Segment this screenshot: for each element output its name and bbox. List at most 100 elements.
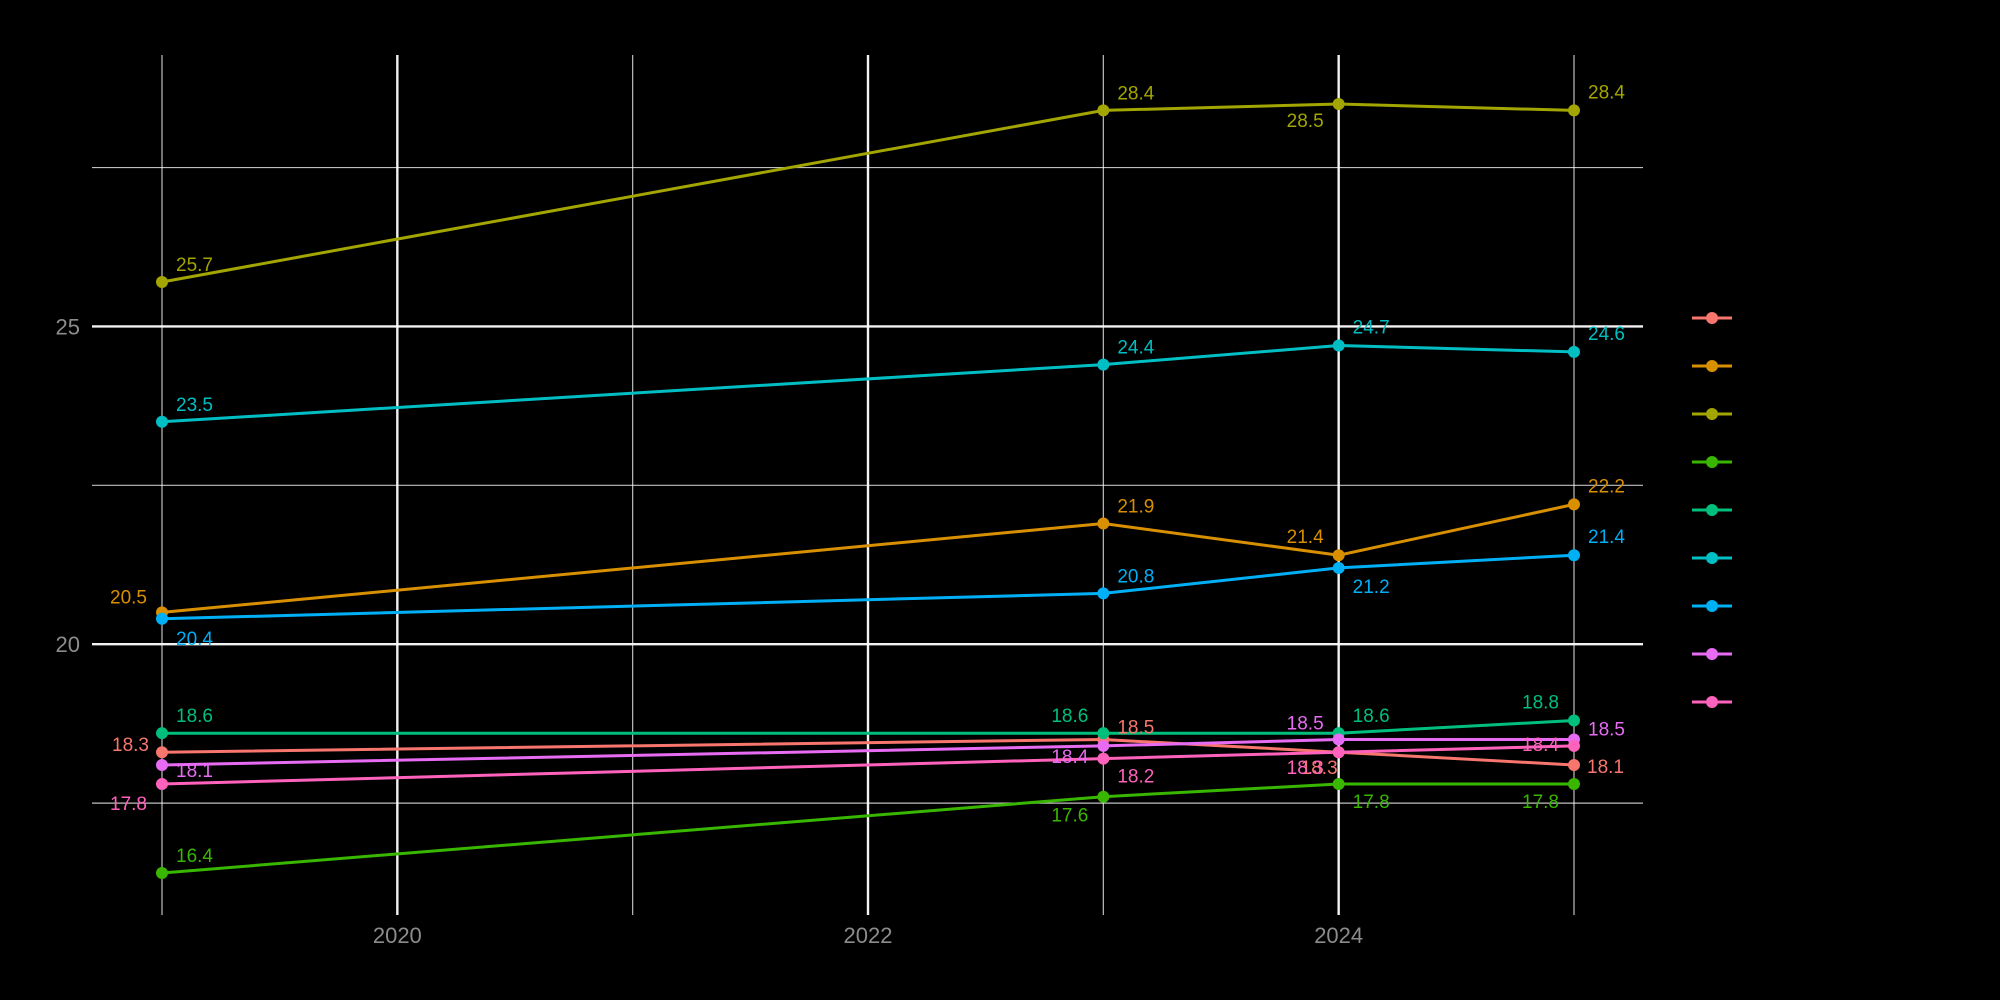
series-line-3	[161, 102, 1575, 284]
data-point	[1097, 727, 1110, 740]
data-label: 17.6	[1051, 806, 1088, 827]
axis-tick-labels: 2020 2022 2024 20 25	[56, 314, 1364, 948]
legend-key-5	[1692, 504, 1732, 516]
data-label: 21.2	[1353, 577, 1390, 598]
series-line-9	[161, 744, 1575, 786]
data-label: 17.8	[1353, 792, 1390, 813]
data-point	[1097, 790, 1110, 803]
legend-key-3	[1692, 408, 1732, 420]
data-points	[156, 98, 1580, 879]
data-label: 18.4	[1051, 747, 1088, 768]
data-label: 21.9	[1117, 496, 1154, 517]
data-label: 18.6	[176, 706, 213, 727]
data-point	[156, 778, 168, 791]
legend-key-point	[1706, 408, 1718, 420]
data-point	[1097, 104, 1110, 117]
series-lines	[161, 102, 1575, 875]
data-label: 18.4	[1522, 735, 1559, 756]
data-point	[1332, 778, 1345, 791]
data-point	[1332, 98, 1345, 110]
series-line-2	[161, 502, 1575, 614]
data-label: 18.6	[1051, 706, 1088, 727]
data-point	[156, 746, 168, 759]
data-point	[1568, 758, 1580, 771]
data-point	[156, 275, 168, 288]
data-label: 20.8	[1117, 566, 1154, 587]
legend-key-4	[1692, 456, 1732, 468]
series-line-5	[162, 719, 1575, 735]
data-point	[1568, 345, 1580, 358]
legend-key-1	[1692, 312, 1732, 324]
data-label: 18.1	[176, 761, 213, 782]
data-point	[1332, 561, 1345, 574]
data-label: 18.3	[1301, 758, 1338, 779]
data-point	[1568, 549, 1580, 562]
data-label: 16.4	[176, 846, 213, 867]
x-tick-label: 2022	[844, 923, 893, 948]
data-label: 18.5	[1588, 720, 1625, 741]
data-label: 20.4	[176, 629, 213, 650]
data-label: 28.4	[1117, 83, 1154, 104]
legend-key-point	[1706, 648, 1718, 660]
series-line-7	[161, 553, 1575, 621]
data-label: 28.5	[1287, 111, 1324, 132]
data-label: 18.5	[1287, 714, 1324, 735]
data-label: 22.2	[1588, 476, 1625, 497]
legend-key-point	[1706, 504, 1718, 516]
data-point	[156, 867, 168, 879]
data-point	[1568, 778, 1580, 791]
data-label: 18.5	[1117, 718, 1154, 739]
data-label: 23.5	[176, 395, 213, 416]
data-label: 28.4	[1588, 82, 1625, 103]
data-point	[1332, 733, 1345, 746]
data-point	[156, 758, 168, 771]
data-label: 21.4	[1588, 527, 1625, 548]
data-label: 24.6	[1588, 324, 1625, 345]
data-label: 20.5	[110, 587, 147, 608]
data-label: 25.7	[176, 255, 213, 276]
x-tick-label: 2024	[1314, 923, 1363, 948]
data-label: 17.8	[110, 794, 147, 815]
legend-key-7	[1692, 600, 1732, 612]
data-point	[1568, 498, 1580, 511]
legend-key-point	[1706, 696, 1718, 708]
legend-key-point	[1706, 600, 1718, 612]
data-point	[1332, 339, 1345, 352]
legend-key-point	[1706, 312, 1718, 324]
data-point	[1097, 752, 1110, 765]
series-line-8	[161, 738, 1574, 767]
data-point	[1568, 714, 1580, 727]
legend-key-9	[1692, 696, 1732, 708]
data-label: 21.4	[1287, 527, 1324, 548]
legend-key-8	[1692, 648, 1732, 660]
data-point	[1097, 358, 1110, 371]
data-point	[1097, 739, 1110, 752]
legend-key-6	[1692, 552, 1732, 564]
legend-key-point	[1706, 552, 1718, 564]
data-point	[156, 727, 168, 740]
data-label: 17.8	[1522, 792, 1559, 813]
y-tick-label: 20	[56, 632, 80, 657]
data-label: 18.6	[1353, 706, 1390, 727]
data-point	[1097, 587, 1110, 600]
data-point	[1332, 549, 1345, 562]
gridlines	[92, 55, 1643, 915]
data-labels: 18.3 18.5 18.3 18.1 20.5 21.9 21.4 22.2 25.7 28.4…	[110, 82, 1625, 867]
data-label: 24.7	[1353, 318, 1390, 339]
data-point	[1097, 517, 1110, 530]
series-line-6	[161, 343, 1575, 424]
data-point	[1568, 739, 1580, 752]
legend-key-2	[1692, 360, 1732, 372]
data-point	[1332, 746, 1345, 759]
x-tick-label: 2020	[373, 923, 422, 948]
data-point	[156, 415, 168, 428]
data-label: 18.8	[1522, 692, 1559, 713]
data-label: 18.3	[112, 735, 149, 756]
data-label: 18.2	[1117, 767, 1154, 788]
data-label: 24.4	[1117, 338, 1154, 359]
series-line-1	[161, 737, 1575, 767]
legend-key-point	[1706, 456, 1718, 468]
legend-key-point	[1706, 360, 1718, 372]
